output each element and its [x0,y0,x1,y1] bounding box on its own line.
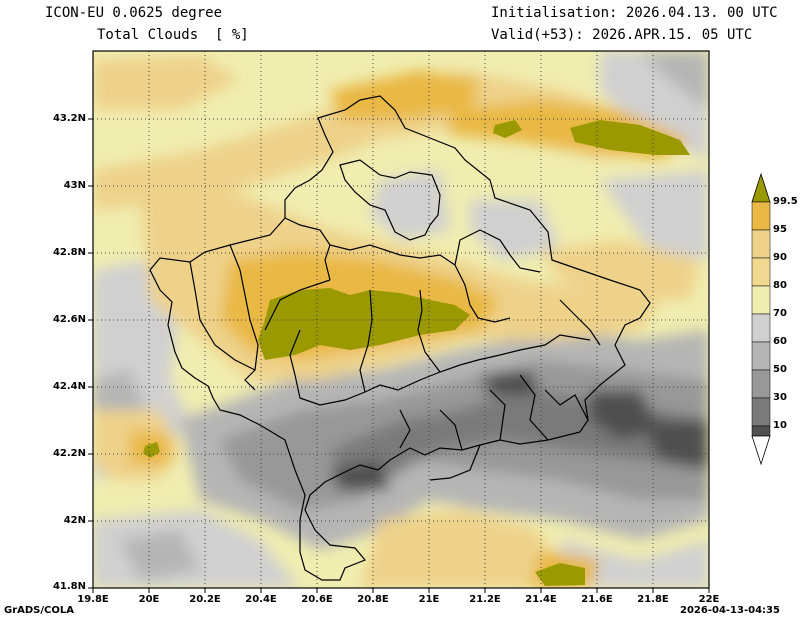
lon-label: 21.6E [581,594,613,605]
lon-label: 22E [698,594,720,605]
admin-borders [149,95,651,581]
colorbar-80-90 [751,257,771,287]
lat-label: 42.4N [52,381,86,392]
colorbar-label: 60 [773,336,787,347]
colorbar-95-99 [751,201,771,231]
lon-label: 20.6E [301,594,333,605]
lon-label: 20.2E [189,594,221,605]
lat-label: 42N [63,515,86,526]
lat-label: 41.8N [52,581,86,592]
lon-label: 21.2E [469,594,501,605]
colorbar-top-arrow [751,172,771,203]
colorbar-label: 80 [773,280,787,291]
lat-label: 42.6N [52,314,86,325]
colorbar-label: 10 [773,420,787,431]
colorbar-label: 50 [773,364,787,375]
valid-time: Valid(+53): 2026.APR.15. 05 UTC [491,27,753,43]
colorbar-30-50 [751,369,771,399]
cloud-field [93,51,709,588]
lat-label: 42.2N [52,448,86,459]
colorbar-10-30 [751,397,771,427]
colorbar-60-70 [751,313,771,343]
lon-label: 19.8E [77,594,109,605]
colorbar-label: 30 [773,392,787,403]
lon-label: 20E [138,594,160,605]
lat-label: 42.8N [52,247,86,258]
model-title: ICON-EU 0.0625 degree [45,5,223,21]
colorbar-70-80 [751,285,771,315]
colorbar-label: 70 [773,308,787,319]
colorbar-label: 99.5 [773,196,798,207]
lon-label: 20.8E [357,594,389,605]
colorbar-below-10 [751,425,771,437]
lon-label: 21.4E [525,594,557,605]
colorbar-90-95 [751,229,771,259]
colorbar-label: 95 [773,224,787,235]
colorbar [751,172,771,466]
colorbar-label: 90 [773,252,787,263]
lat-label: 43N [63,180,86,191]
colorbar-bottom-arrow [751,435,771,466]
variable-title: Total Clouds [ %] [97,27,249,43]
lat-label: 43.2N [52,113,86,124]
lon-label: 21E [418,594,440,605]
footer-timestamp: 2026-04-13-04:35 [680,605,780,616]
lon-label: 21.8E [637,594,669,605]
lon-label: 20.4E [245,594,277,605]
init-time: Initialisation: 2026.04.13. 00 UTC [491,5,778,21]
colorbar-50-60 [751,341,771,371]
footer-credit: GrADS/COLA [4,605,74,616]
